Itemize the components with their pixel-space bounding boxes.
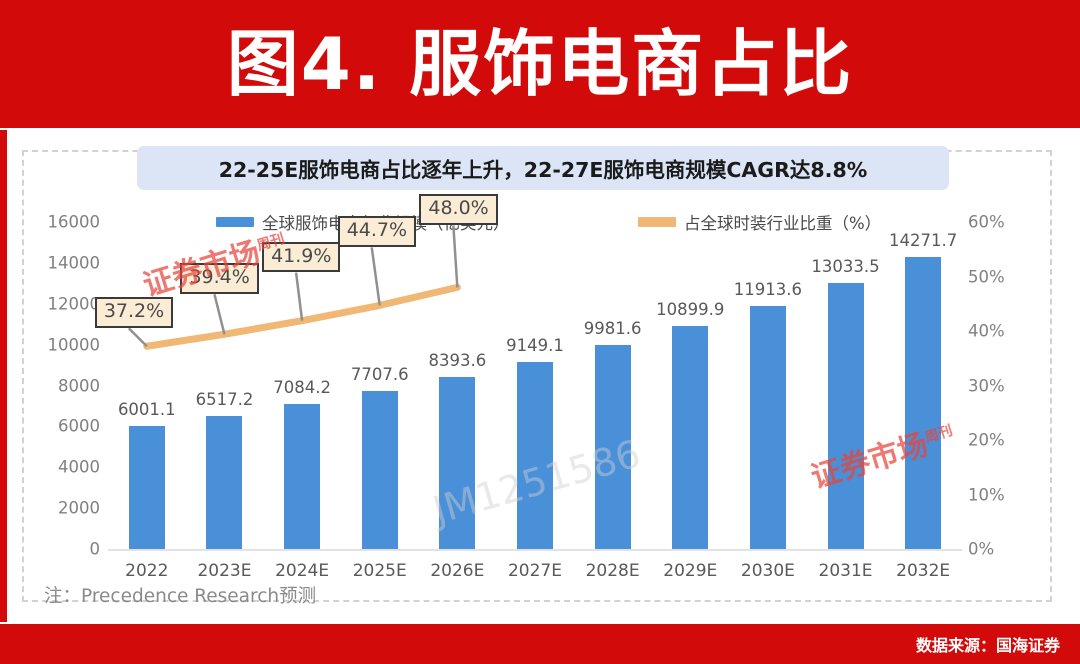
y-tick-left: 0 xyxy=(89,539,101,559)
legend-item-line: 占全球时装行业比重（%） xyxy=(638,210,881,234)
bar-value-label: 13033.5 xyxy=(811,256,880,276)
percent-callout: 37.2% xyxy=(94,297,174,329)
y-tick-right: 0% xyxy=(968,539,995,559)
x-axis-label: 2026E xyxy=(430,561,485,581)
x-axis-label: 2022 xyxy=(125,561,169,581)
card-left-rail xyxy=(0,130,7,622)
bar-value-label: 7707.6 xyxy=(350,365,409,385)
bar-value-label: 6001.1 xyxy=(117,400,176,420)
subtitle-banner: 22-25E服饰电商占比逐年上升，22-27E服饰电商规模CAGR达8.8% xyxy=(137,146,949,190)
y-tick-left: 16000 xyxy=(47,212,101,232)
bar xyxy=(128,426,165,549)
percent-callout: 44.7% xyxy=(337,216,417,248)
y-tick-left: 14000 xyxy=(47,253,101,273)
y-tick-left: 2000 xyxy=(58,498,100,518)
bar-value-label: 10899.9 xyxy=(656,300,725,320)
bar-value-label: 8393.6 xyxy=(428,351,487,371)
percent-callout: 48.0% xyxy=(419,194,498,226)
x-axis-label: 2024E xyxy=(275,561,330,581)
y-tick-right: 20% xyxy=(968,430,1005,450)
legend-swatch-bar xyxy=(216,217,254,227)
x-axis-label: 2029E xyxy=(663,561,718,581)
bar xyxy=(905,257,942,549)
y-tick-right: 40% xyxy=(968,321,1005,341)
source-text: 数据来源：国海证券 xyxy=(915,636,1060,655)
subtitle-text: 22-25E服饰电商占比逐年上升，22-27E服饰电商规模CAGR达8.8% xyxy=(218,158,868,182)
y-tick-left: 4000 xyxy=(58,457,100,477)
bar-value-label: 9981.6 xyxy=(583,319,642,338)
bar-value-label: 7084.2 xyxy=(273,378,331,398)
legend-label-line: 占全球时装行业比重（%） xyxy=(684,214,882,233)
bar xyxy=(361,391,398,549)
bar xyxy=(749,305,786,549)
y-tick-left: 6000 xyxy=(58,416,100,436)
bar xyxy=(672,326,709,549)
bar-value-label: 14271.7 xyxy=(889,231,958,251)
bar xyxy=(439,377,476,549)
bar xyxy=(206,415,243,549)
y-tick-right: 50% xyxy=(968,267,1005,286)
bar-value-label: 9149.1 xyxy=(506,336,564,355)
y-axis-right: 0% 10% 20% 30% 40% 50% 60% xyxy=(968,0,1044,664)
percent-callout: 41.9% xyxy=(262,241,341,273)
source-band xyxy=(0,624,1080,664)
footnote: 注：Precedence Research预测 xyxy=(44,586,317,607)
y-tick-right: 10% xyxy=(968,485,1005,504)
x-axis-label: 2030E xyxy=(740,561,795,581)
x-axis-label: 2027E xyxy=(507,561,562,581)
bar xyxy=(827,282,864,549)
bar xyxy=(594,345,631,549)
bar xyxy=(284,404,321,549)
x-axis-label: 2028E xyxy=(585,561,640,581)
bar xyxy=(517,362,553,549)
percent-callout: 39.4% xyxy=(180,263,259,295)
x-axis-label: 2031E xyxy=(818,561,873,581)
y-tick-left: 8000 xyxy=(58,376,100,395)
x-axis-label: 2023E xyxy=(197,561,252,581)
y-tick-left: 12000 xyxy=(47,294,101,314)
page-title: 图4. 服饰电商占比 xyxy=(226,22,854,106)
x-axis-baseline xyxy=(108,549,962,551)
y-tick-left: 10000 xyxy=(47,335,101,355)
bar-value-label: 6517.2 xyxy=(195,389,254,409)
x-axis-label: 2032E xyxy=(896,561,951,581)
bar-value-label: 11913.6 xyxy=(733,279,803,299)
y-tick-right: 30% xyxy=(968,376,1005,395)
title-band xyxy=(0,0,1080,128)
y-tick-right: 60% xyxy=(968,212,1005,232)
x-axis-label: 2025E xyxy=(352,561,407,581)
y-axis-left: 0 2000 4000 6000 8000 10000 12000 14000 16000 xyxy=(24,0,101,664)
bar-series xyxy=(108,222,960,549)
legend-swatch-line xyxy=(638,217,676,227)
